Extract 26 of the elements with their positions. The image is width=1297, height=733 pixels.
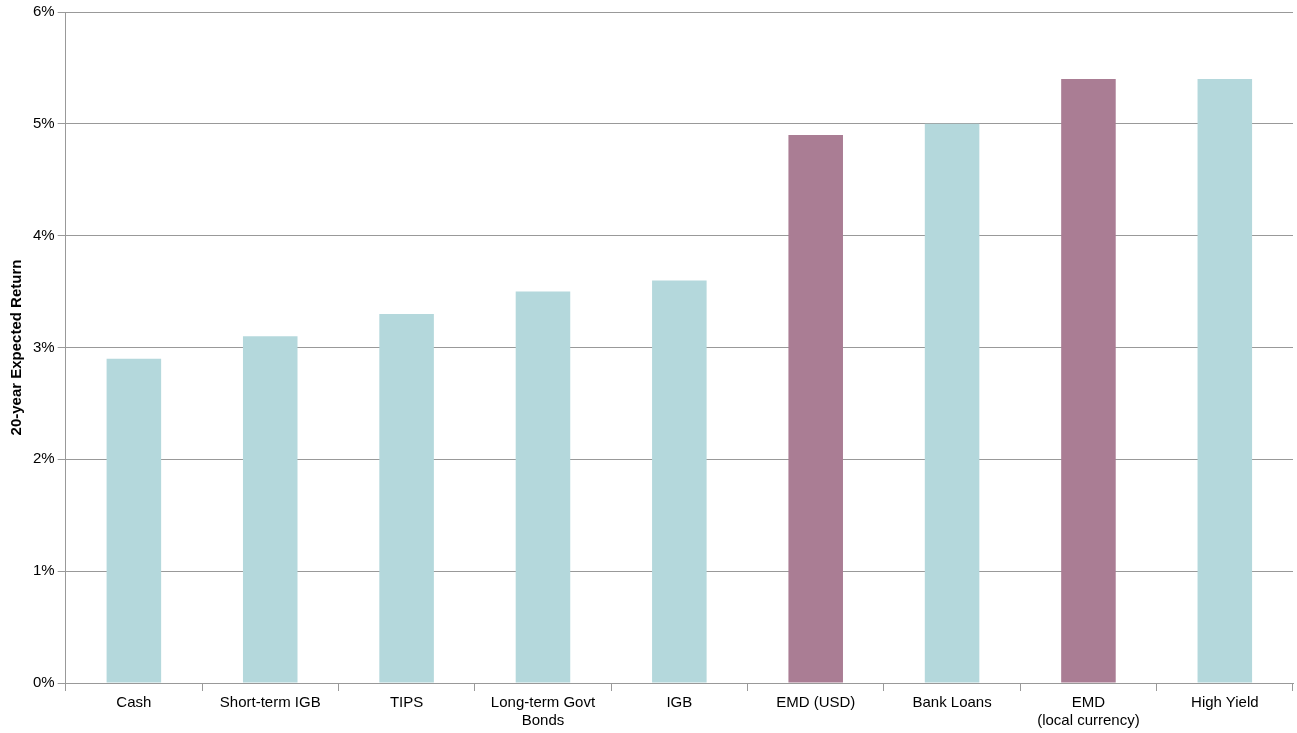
y-tick-label: 6% [32, 2, 55, 20]
bar [515, 291, 571, 683]
bar [652, 280, 707, 683]
y-tick-label: 2% [32, 449, 55, 467]
x-tick-label: TIPS [389, 693, 424, 711]
y-tick-label: 1% [32, 561, 55, 579]
y-tick-label: 3% [32, 337, 55, 355]
x-tick-label: Long-term Govt Bonds [490, 693, 596, 729]
y-axis-title: 20-year Expected Return [7, 259, 25, 436]
y-tick-label: 4% [32, 225, 55, 243]
x-tick-label: EMD (local currency) [1037, 693, 1140, 729]
bar [924, 123, 980, 683]
x-tick-label: Cash [116, 693, 152, 711]
y-tick-label: 0% [32, 673, 55, 691]
x-tick-label: Bank Loans [912, 693, 992, 711]
bar [242, 336, 298, 683]
x-tick-label: High Yield [1191, 693, 1259, 711]
bar [106, 358, 162, 683]
bar [788, 135, 843, 683]
y-tick-label: 5% [32, 113, 55, 131]
x-tick-label: EMD (USD) [776, 693, 856, 711]
bar [1061, 79, 1116, 683]
x-tick-label: IGB [666, 693, 693, 711]
bar [379, 313, 434, 683]
x-tick-label: Short-term IGB [219, 693, 321, 711]
bar [1197, 79, 1253, 683]
